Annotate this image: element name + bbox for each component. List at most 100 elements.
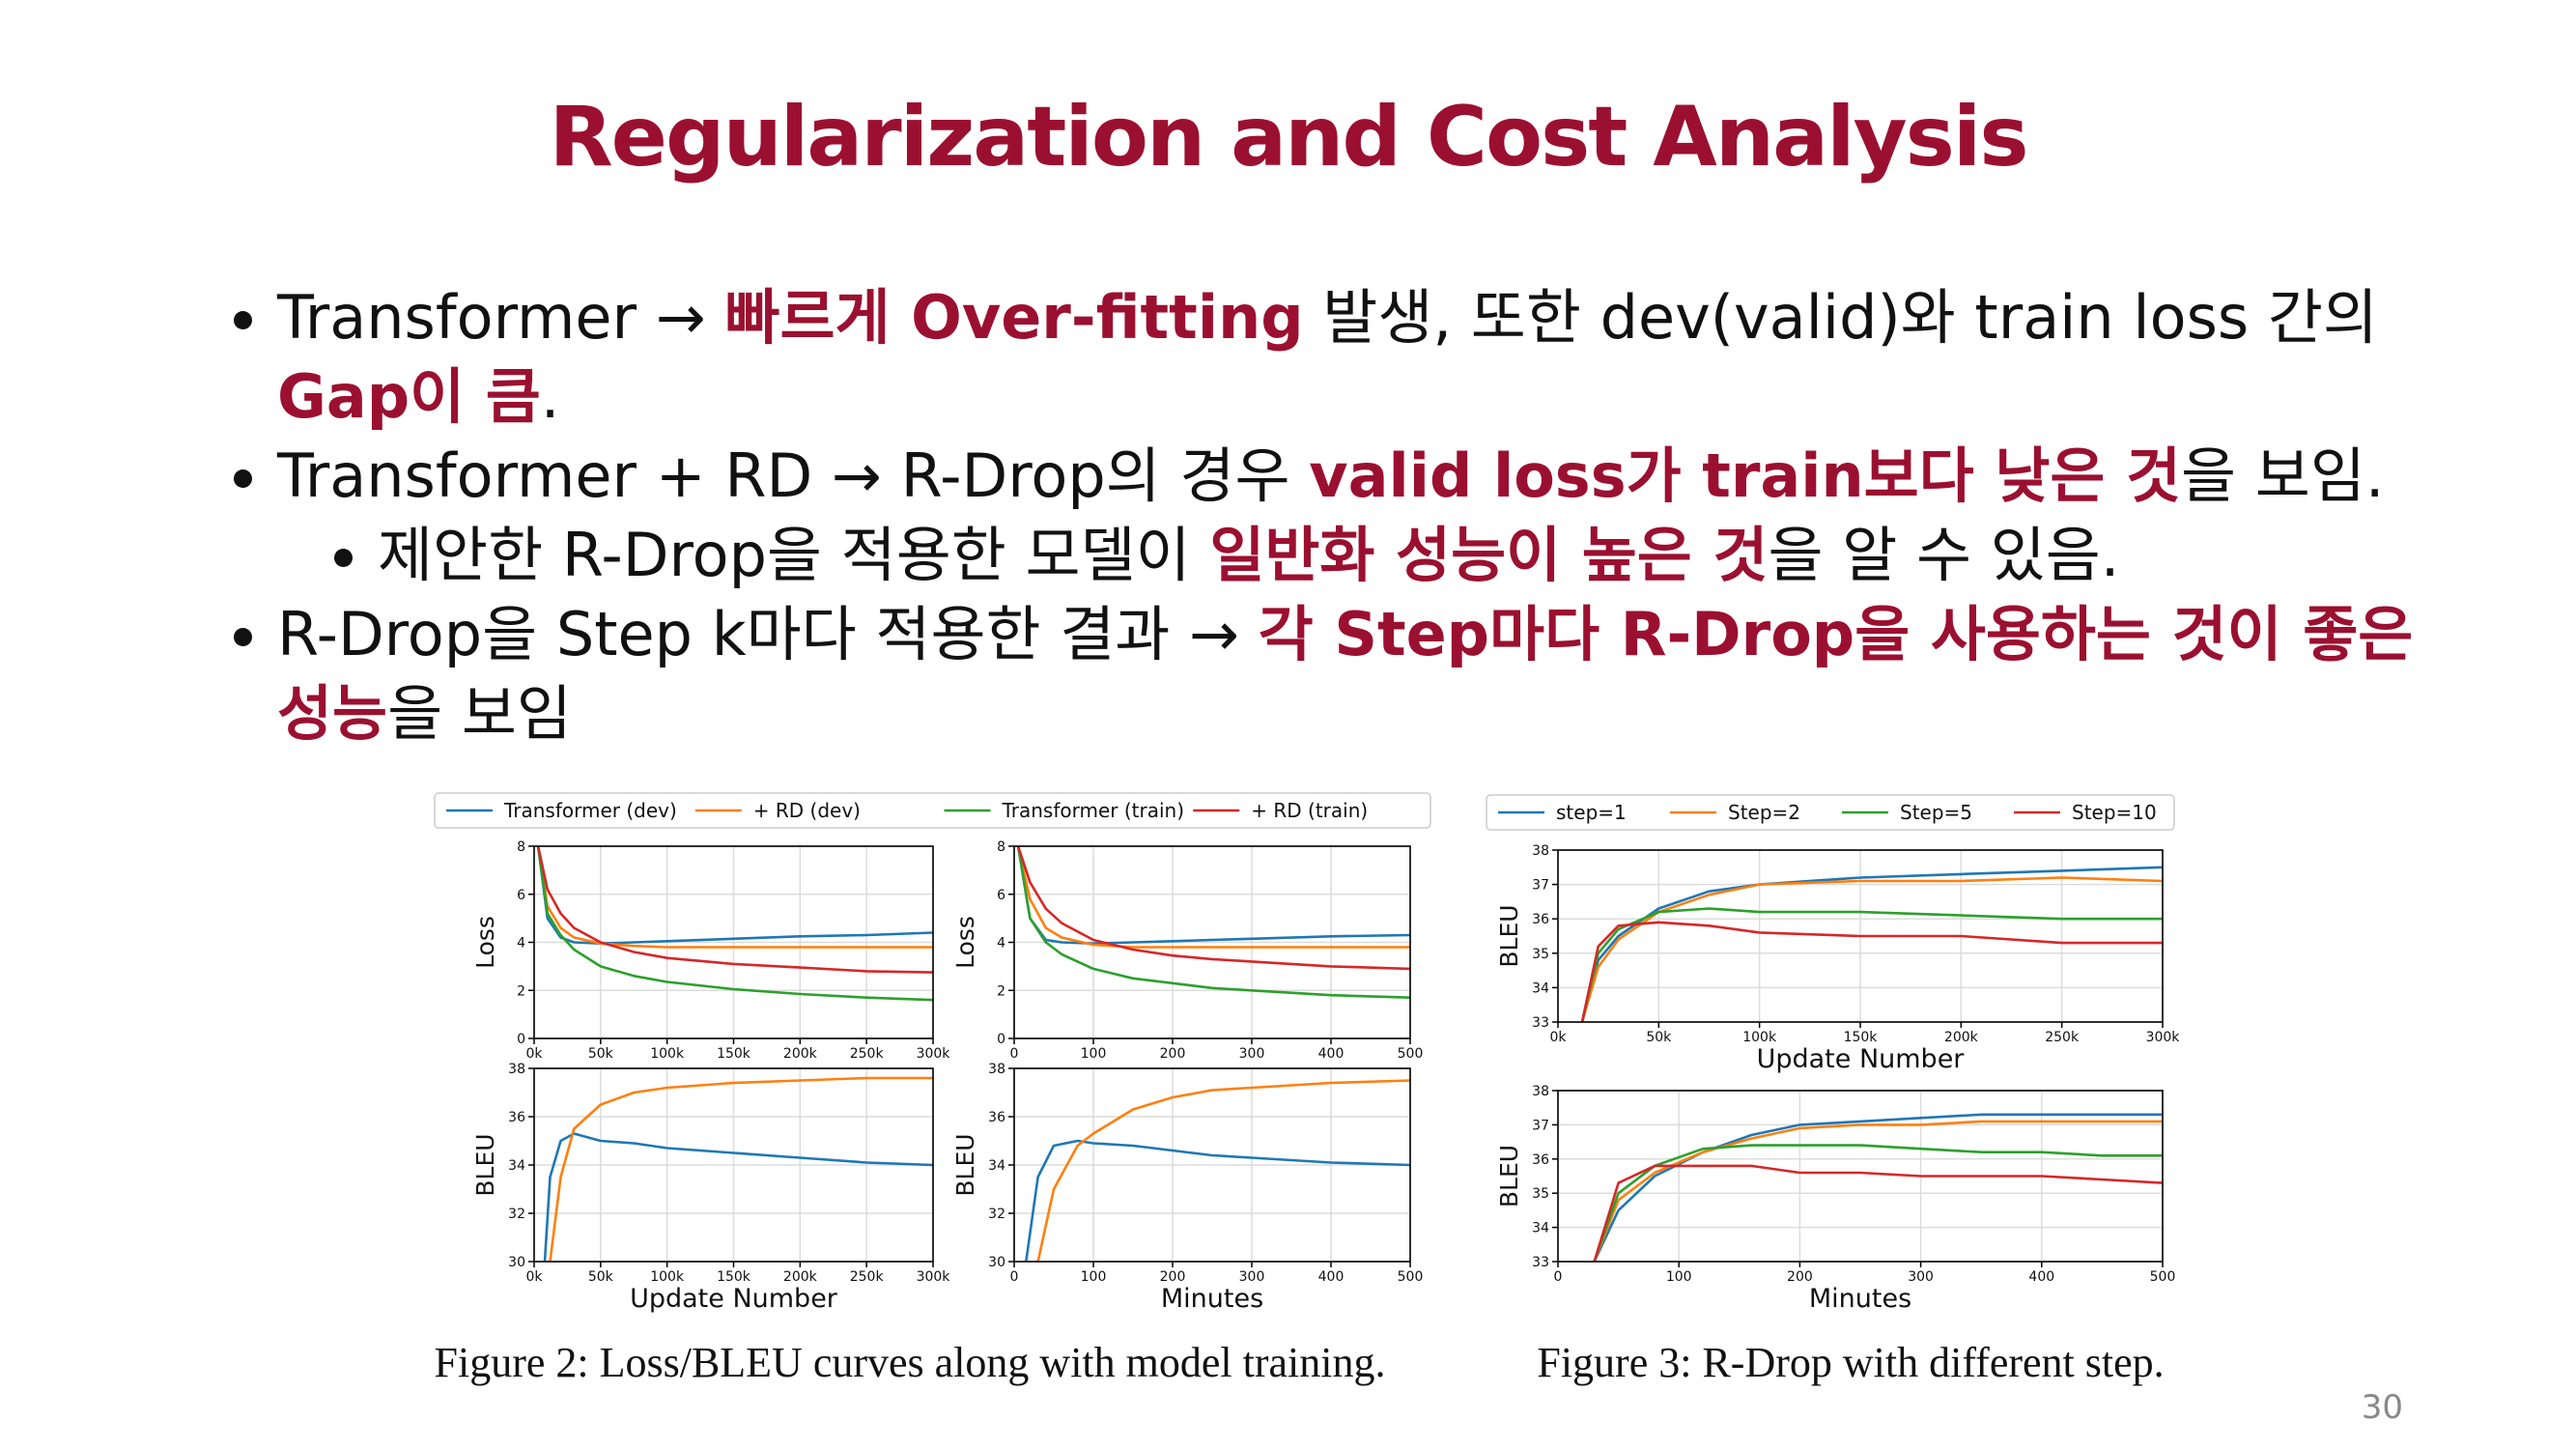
panel: 30 32 34 36 38 0k 50k 100k 150k 200k 250k 300k BLEU U…	[471, 1062, 950, 1314]
y-tick-label: 8	[997, 839, 1005, 855]
x-tick-label: 200	[1160, 1046, 1186, 1062]
emphasis-text: 빠르게 Over-fitting	[724, 282, 1304, 353]
panel: 0 2 4 6 8 0k 50k 100k 150k 200k 250k 300k Loss	[471, 839, 950, 1062]
x-tick-label: 0	[1010, 1046, 1019, 1062]
x-tick-label: 250k	[850, 1046, 885, 1062]
plot-frame	[1557, 1090, 2164, 1263]
series-line	[536, 846, 933, 945]
legend-box	[1486, 794, 2175, 831]
series-line	[1016, 846, 1410, 949]
bullet-list: Transformer → 빠르게 Over-fitting 발생, 또한 de…	[227, 278, 2449, 753]
list: Transformer → 빠르게 Over-fitting 발생, 또한 de…	[227, 278, 2449, 753]
series-group	[1593, 1113, 2163, 1262]
bullet-text: 제안한 R-Drop을 적용한 모델이	[378, 520, 1210, 590]
x-tick-label: 200	[1160, 1269, 1186, 1285]
figure-caption: Figure 3: R-Drop with different step.	[1537, 1339, 2164, 1386]
y-axis-label: BLEU	[471, 1133, 499, 1196]
y-tick-label: 37	[1532, 878, 1549, 894]
bullet: Transformer → 빠르게 Over-fitting 발생, 또한 de…	[277, 278, 2449, 437]
x-axis-label: Minutes	[1161, 1284, 1263, 1314]
x-tick-label: 0k	[525, 1046, 543, 1062]
series-line	[536, 846, 933, 1002]
x-tick-label: 50k	[588, 1046, 614, 1062]
x-tick-label: 150k	[1844, 1030, 1879, 1045]
series-line	[1025, 1139, 1410, 1262]
y-tick-label: 33	[1532, 1015, 1549, 1031]
y-tick-label: 38	[988, 1062, 1005, 1077]
emphasis-text: 각 Step마다 R-Drop을 사용하는 것이 좋은 성능	[277, 599, 2414, 749]
series-line	[549, 1076, 933, 1262]
x-axis-label: Minutes	[1809, 1284, 1911, 1314]
y-tick-label: 37	[1532, 1118, 1549, 1133]
x-tick-label: 250k	[2045, 1030, 2080, 1045]
x-tick-label: 200k	[1944, 1030, 1979, 1045]
y-axis-label: BLEU	[951, 1133, 979, 1196]
x-tick-label: 100k	[1742, 1030, 1777, 1045]
x-tick-label: 300k	[917, 1046, 951, 1062]
series-line	[543, 1132, 933, 1262]
bullet-text: 을 알 수 있음.	[1768, 520, 2120, 590]
x-tick-label: 400	[2028, 1269, 2054, 1285]
x-tick-label: 50k	[1646, 1030, 1672, 1045]
x-tick-label: 300k	[917, 1269, 951, 1285]
series-group	[1025, 1079, 1410, 1262]
y-tick-label: 38	[1532, 1084, 1549, 1099]
y-tick-label: 0	[517, 1032, 525, 1047]
y-tick-label: 38	[1532, 843, 1549, 859]
x-tick-label: 400	[1318, 1269, 1345, 1285]
emphasis-text: valid loss가 train보다 낮은 것	[1309, 440, 2182, 511]
x-tick-label: 300	[1239, 1269, 1265, 1285]
x-tick-label: 0	[1554, 1269, 1563, 1285]
bullet-text: 을 보임.	[2181, 440, 2385, 511]
panel: 33 34 35 36 37 38 0 100 200 300 400 500 BLEU Minutes	[1495, 1084, 2175, 1314]
bullet: Transformer + RD → R-Drop의 경우 valid loss…	[277, 437, 2449, 516]
bullet-text: 을 보임	[387, 678, 572, 749]
series-line	[1593, 1120, 2163, 1262]
y-tick-label: 35	[1532, 1186, 1549, 1202]
figure: Transformer (dev) + RD (dev) Transformer (…	[434, 792, 1431, 1386]
y-tick-label: 34	[508, 1158, 525, 1174]
emphasis-text: Gap이 큼	[277, 361, 541, 432]
series-line	[1593, 1164, 2163, 1262]
x-tick-label: 500	[1398, 1046, 1424, 1062]
figure-caption: Figure 2: Loss/BLEU curves along with mo…	[435, 1339, 1386, 1386]
bullet-text: R-Drop을 Step k마다 적용한 결과 →	[277, 599, 1259, 669]
y-tick-label: 32	[988, 1207, 1005, 1222]
y-tick-label: 35	[1532, 947, 1549, 962]
x-tick-label: 0k	[1549, 1030, 1567, 1045]
legend-label: step=1	[1556, 801, 1627, 824]
legend-label: Transformer (train)	[1002, 799, 1185, 822]
x-tick-label: 0k	[525, 1269, 543, 1285]
series-line	[1016, 846, 1410, 971]
x-axis-label: Update Number	[1757, 1044, 1966, 1074]
series-line	[536, 846, 933, 949]
legend-label: + RD (dev)	[753, 799, 861, 822]
x-tick-label: 200	[1787, 1269, 1813, 1285]
x-tick-label: 100	[1081, 1269, 1107, 1285]
y-tick-label: 6	[997, 888, 1005, 903]
y-tick-label: 36	[988, 1110, 1005, 1125]
series-line	[536, 846, 933, 974]
x-tick-label: 0	[1010, 1269, 1019, 1285]
y-tick-label: 36	[1532, 1152, 1549, 1168]
legend-label: Step=2	[1728, 801, 1800, 824]
figure: step=1 Step=2 Step=5 Step=10 33 34 35 36 37 38 0k 5…	[1486, 794, 2180, 1386]
series-line	[1580, 921, 2163, 1022]
series-line	[1580, 866, 2163, 1022]
x-tick-label: 300	[1908, 1269, 1934, 1285]
x-tick-label: 300	[1239, 1046, 1265, 1062]
legend-label: + RD (train)	[1251, 799, 1368, 822]
y-tick-label: 38	[508, 1062, 525, 1077]
y-tick-label: 2	[517, 983, 525, 999]
y-tick-label: 4	[517, 936, 525, 952]
series-group	[543, 1076, 933, 1262]
y-tick-label: 36	[508, 1110, 525, 1125]
y-tick-label: 0	[997, 1032, 1005, 1047]
x-tick-label: 100	[1081, 1046, 1107, 1062]
y-tick-label: 36	[1532, 912, 1549, 927]
series-line	[1593, 1144, 2163, 1262]
page-number: 30	[2362, 1388, 2403, 1427]
panel: 30 32 34 36 38 0 100 200 300 400 500 BLEU Minutes	[951, 1062, 1423, 1314]
